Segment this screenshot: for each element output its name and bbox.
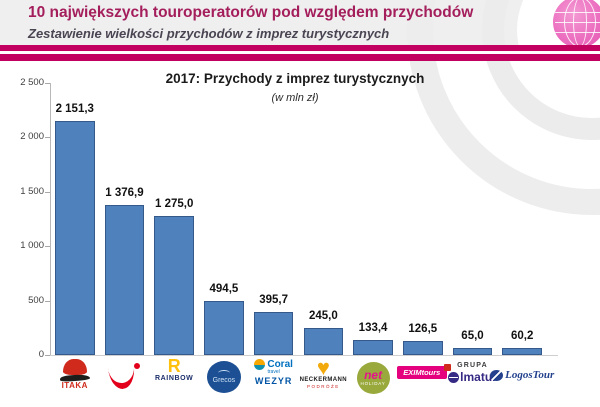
exim-badge: EXIMtours (396, 366, 447, 379)
logostour-ellipse-icon (490, 369, 504, 381)
separator-gap (0, 51, 600, 54)
bar-value-label: 60,2 (511, 330, 534, 343)
bar-rainbow (154, 216, 194, 355)
neckermann-label: NECKERMANN (299, 377, 348, 383)
globe-icon (553, 0, 600, 48)
logo-neckermann: ♥ NECKERMANN PODRÓŻE (297, 357, 349, 407)
bar-grupa-almatur (452, 347, 493, 355)
bar-logostour (502, 348, 542, 355)
y-tick-label: 2 500 (20, 77, 44, 88)
logo-net-holiday: net HOLIDAY (347, 357, 399, 407)
wezyr-label: WEZYR (254, 376, 293, 386)
tui-smile-icon (107, 363, 141, 391)
coral-sun-icon (254, 359, 266, 370)
rainbow-label: RAINBOW (154, 375, 194, 382)
rainbow-r-icon: R (167, 356, 181, 376)
logo-coral-wezyr: Coral travel WEZYR (248, 357, 300, 407)
almatur-label: lmatur (460, 370, 497, 384)
bar-itaka (55, 120, 95, 355)
exim-wrap: EXIMtours (396, 364, 451, 379)
net-holiday-circle-icon: net HOLIDAY (356, 362, 390, 394)
itaka-cap-icon (59, 359, 90, 383)
net-label: net (364, 368, 383, 382)
almatur-brand-row: lmatur (448, 370, 497, 384)
separator-line-top (0, 45, 600, 51)
globe-latitude (555, 32, 600, 34)
bar-value-label: 494,5 (209, 283, 239, 296)
tui-smile-dot (134, 363, 141, 369)
exim-mark-icon (443, 364, 451, 371)
bar-eximtours (403, 341, 443, 355)
bar-grecos (204, 301, 244, 355)
bar-tui (104, 205, 145, 355)
bar-value-label: 1 275,0 (155, 198, 194, 211)
logo-exim-tours: EXIMtours (396, 357, 451, 407)
bar-value-label: 245,0 (308, 310, 338, 323)
globe-latitude (555, 22, 600, 23)
bar-value-label: 65,0 (461, 329, 484, 342)
logo-rainbow: R RAINBOW (148, 357, 200, 407)
bar-value-label: 1 376,9 (105, 187, 144, 200)
y-tick-mark (45, 300, 50, 302)
bar-value-label: 133,4 (358, 322, 388, 335)
coral-travel-label: travel (267, 369, 280, 375)
bar-value-label: 395,7 (259, 293, 289, 306)
net-holiday-label: HOLIDAY (360, 381, 386, 386)
logo-grupa-almatur: GRUPA lmatur (447, 357, 499, 407)
y-tick-label: 1 500 (20, 185, 44, 197)
neckermann-heart-icon: ♥ (316, 355, 330, 380)
y-tick-label: 0 (38, 349, 44, 360)
logostour-label: LogosTour (505, 369, 555, 381)
page-title: 10 największych touroperatorów pod wzglę… (28, 4, 474, 21)
y-tick-mark (45, 83, 50, 84)
chart-title: 2017: Przychody z imprez turystycznych (165, 71, 425, 86)
chart-unit-note: (w mln zł) (271, 92, 319, 104)
coral-brand-row: Coral (254, 359, 293, 370)
tui-smile-arc (108, 363, 137, 391)
logostour-row: LogosTour (490, 369, 554, 381)
bar-value-label: 2 151,3 (55, 102, 94, 115)
neckermann-sub-label: PODRÓŻE (306, 384, 340, 389)
itaka-label: ITAKA (61, 381, 88, 390)
grecos-label: Grecos (212, 377, 236, 384)
almatur-globe-icon (448, 371, 460, 383)
y-tick-mark (45, 355, 50, 356)
globe-latitude (555, 11, 600, 13)
y-tick-mark (45, 137, 50, 139)
grecos-wave-icon (217, 370, 230, 376)
separator-line-bottom (0, 54, 600, 61)
coral-label: Coral (267, 359, 293, 370)
bar-coral-travel-wezyr (253, 311, 294, 355)
y-tick-label: 500 (28, 294, 44, 306)
y-tick-label: 2 000 (20, 131, 44, 143)
separator-double-line (0, 45, 600, 61)
logo-grecos: Grecos (198, 357, 250, 407)
logo-logostour: LogosTour (490, 357, 554, 407)
y-axis-line (50, 83, 51, 355)
bar-net-holiday (353, 340, 393, 355)
grecos-circle-icon: Grecos (206, 361, 241, 393)
bar-neckermann (303, 328, 344, 355)
logo-itaka: ITAKA (49, 357, 101, 407)
y-tick-label: 1 000 (20, 240, 44, 252)
y-tick-mark (45, 246, 50, 248)
itaka-base-shape (59, 373, 90, 383)
page-subtitle: Zestawienie wielkości przychodów z impre… (28, 26, 390, 41)
bar-value-label: 126,5 (408, 323, 438, 336)
logo-tui (98, 357, 150, 407)
y-tick-mark (45, 191, 50, 193)
itaka-cap-shape (62, 359, 87, 375)
almatur-grupa-label: GRUPA (457, 362, 488, 369)
x-axis-line (50, 355, 558, 356)
